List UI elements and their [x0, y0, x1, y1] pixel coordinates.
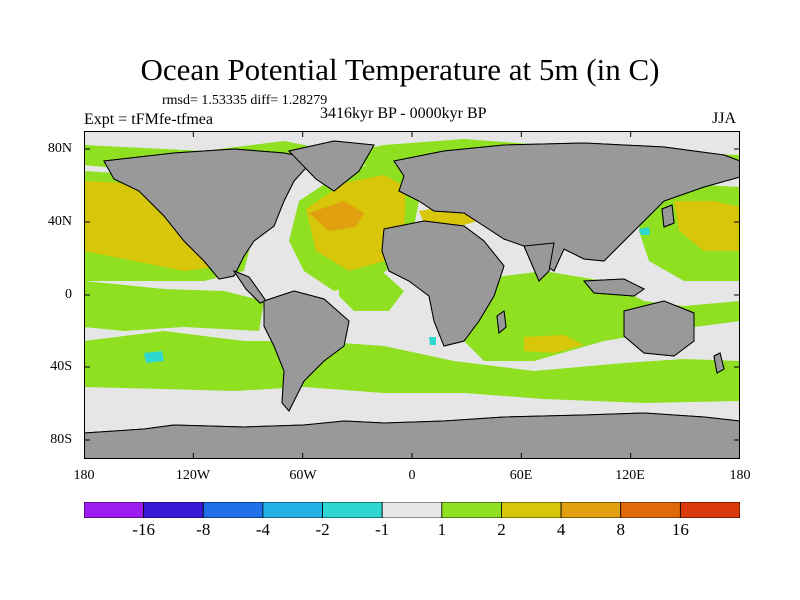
northwest-pacific-yellow [674, 201, 740, 251]
lat-label-80n: 80N [47, 141, 72, 156]
colorbar-swatch [143, 502, 204, 518]
colorbar-swatch [381, 502, 443, 518]
colorbar-label: -4 [255, 520, 270, 539]
kuroshio-cool-spot [639, 227, 650, 235]
colorbar-label: -2 [315, 520, 330, 539]
colorbar-label: -1 [375, 520, 390, 539]
lat-label-80s: 80S [50, 432, 72, 447]
colorbar-label: 16 [671, 520, 689, 539]
colorbar-label: 4 [556, 520, 566, 539]
world-map [84, 131, 740, 459]
tropical-atlantic-warm [339, 273, 404, 311]
lat-label-0: 0 [65, 287, 72, 302]
lon-label-120w: 120W [175, 468, 211, 483]
lon-label-180e: 180 [729, 468, 751, 483]
lon-label-120e: 120E [615, 468, 645, 483]
north-atlantic-orange [309, 201, 364, 231]
stats-text: rmsd= 1.53335 diff= 1.28279 [162, 93, 328, 108]
lon-label-180w: 180 [73, 468, 95, 483]
period-label: 3416kyr BP - 0000kyr BP [320, 105, 487, 122]
colorbar [84, 502, 740, 518]
colorbar-label: 2 [497, 520, 506, 539]
colorbar-swatch [262, 502, 323, 518]
season-label: JJA [712, 110, 737, 127]
colorbar-swatch [322, 502, 383, 518]
colorbar-swatch [441, 502, 502, 518]
axis-ticks [84, 131, 740, 459]
map-panel [84, 131, 740, 459]
colorbar-swatch [84, 502, 145, 518]
lon-label-0: 0 [408, 468, 416, 483]
colorbar-swatch [560, 502, 622, 518]
colorbar-label: 8 [616, 520, 625, 539]
colorbar-swatch [501, 502, 562, 518]
colorbar-swatch [620, 502, 681, 518]
lat-label-40s: 40S [50, 359, 72, 374]
colorbar-label: 1 [437, 520, 447, 539]
colorbar-label: -8 [196, 520, 211, 539]
east-pacific-warm [84, 281, 264, 331]
south-indian-yellow [524, 335, 584, 353]
experiment-label: Expt = tFMfe-tfmea [84, 111, 213, 128]
lat-label-40n: 40N [47, 214, 72, 229]
lon-label-60w: 60W [289, 468, 317, 483]
colorbar-swatch [679, 502, 740, 518]
benguela-cool-spot [429, 337, 436, 345]
lon-label-60e: 60E [509, 468, 533, 483]
map-title: Ocean Potential Temperature at 5m (in C) [140, 52, 660, 87]
colorbar-swatch [202, 502, 264, 518]
southern-ocean-warm-band [84, 331, 740, 403]
south-pacific-cool-spot [144, 351, 164, 363]
colorbar-label: -16 [132, 520, 155, 539]
